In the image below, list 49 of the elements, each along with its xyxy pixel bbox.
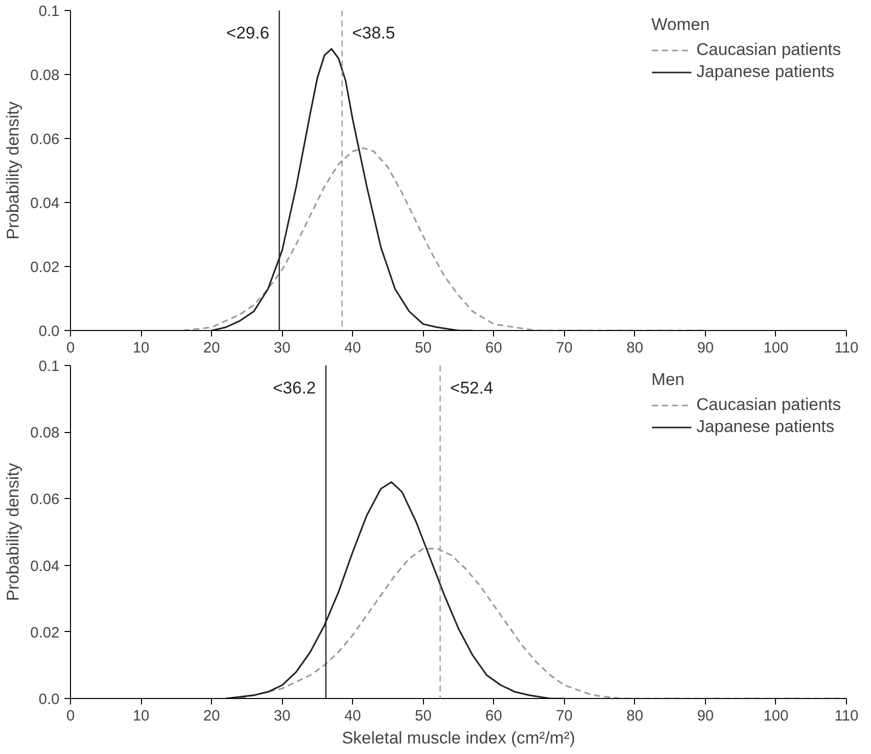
x-tick-label: 70 <box>556 708 573 724</box>
legend-label: Caucasian patients <box>696 40 841 60</box>
x-tick-label: 110 <box>834 708 858 724</box>
x-tick-label: 100 <box>763 340 788 356</box>
x-tick-label: 80 <box>626 340 644 356</box>
ref-line-label: <38.5 <box>352 24 396 42</box>
x-tick-label: 50 <box>414 708 432 724</box>
y-tick-label: 0.0 <box>38 691 60 708</box>
y-tick-label: 0.0 <box>38 323 60 340</box>
y-tick-label: 0.06 <box>30 131 60 148</box>
x-tick-label: 90 <box>697 340 714 356</box>
y-tick-label: 0.1 <box>38 358 60 375</box>
x-tick-label: 100 <box>763 708 788 724</box>
ref-line-label: <36.2 <box>272 378 316 398</box>
ref-line-label: <29.6 <box>226 24 270 42</box>
y-tick-label: 0.02 <box>30 624 60 642</box>
x-tick-label: 50 <box>414 340 432 356</box>
legend-title: Women <box>651 15 711 35</box>
legend-label: Japanese patients <box>696 417 834 437</box>
x-tick-label: 80 <box>626 708 644 724</box>
x-tick-label: 30 <box>274 340 290 356</box>
x-tick-label: 20 <box>203 340 220 356</box>
y-tick-label: 0.04 <box>30 558 60 575</box>
x-tick-label: 40 <box>344 340 362 356</box>
legend-title: Men <box>651 370 686 390</box>
x-tick-label: 30 <box>274 708 290 724</box>
x-tick-label: 110 <box>834 340 858 356</box>
x-tick-label: 10 <box>132 340 150 356</box>
y-tick-label: 0.02 <box>30 259 60 276</box>
ref-line-label: <52.4 <box>450 378 494 398</box>
x-tick-label: 10 <box>132 708 150 724</box>
x-tick-label: 40 <box>344 708 362 724</box>
y-tick-label: 0.1 <box>38 3 60 20</box>
legend-label: Caucasian patients <box>696 395 841 415</box>
x-tick-label: 20 <box>203 708 220 724</box>
y-tick-label: 0.08 <box>30 424 60 442</box>
x-axis-title: Skeletal muscle index (cm²/m²) <box>342 728 576 748</box>
y-axis-title: Probability density <box>3 101 22 240</box>
legend-label: Japanese patients <box>696 62 834 82</box>
y-tick-label: 0.08 <box>30 67 60 84</box>
x-tick-label: 60 <box>485 340 502 356</box>
x-tick-label: 0 <box>66 708 75 724</box>
x-tick-label: 90 <box>697 708 714 724</box>
x-tick-label: 60 <box>485 708 502 724</box>
y-tick-label: 0.06 <box>30 491 60 508</box>
x-tick-label: 0 <box>66 340 75 356</box>
y-tick-label: 0.04 <box>30 195 60 212</box>
y-axis-title: Probability density <box>3 462 22 601</box>
x-tick-label: 70 <box>556 340 573 356</box>
